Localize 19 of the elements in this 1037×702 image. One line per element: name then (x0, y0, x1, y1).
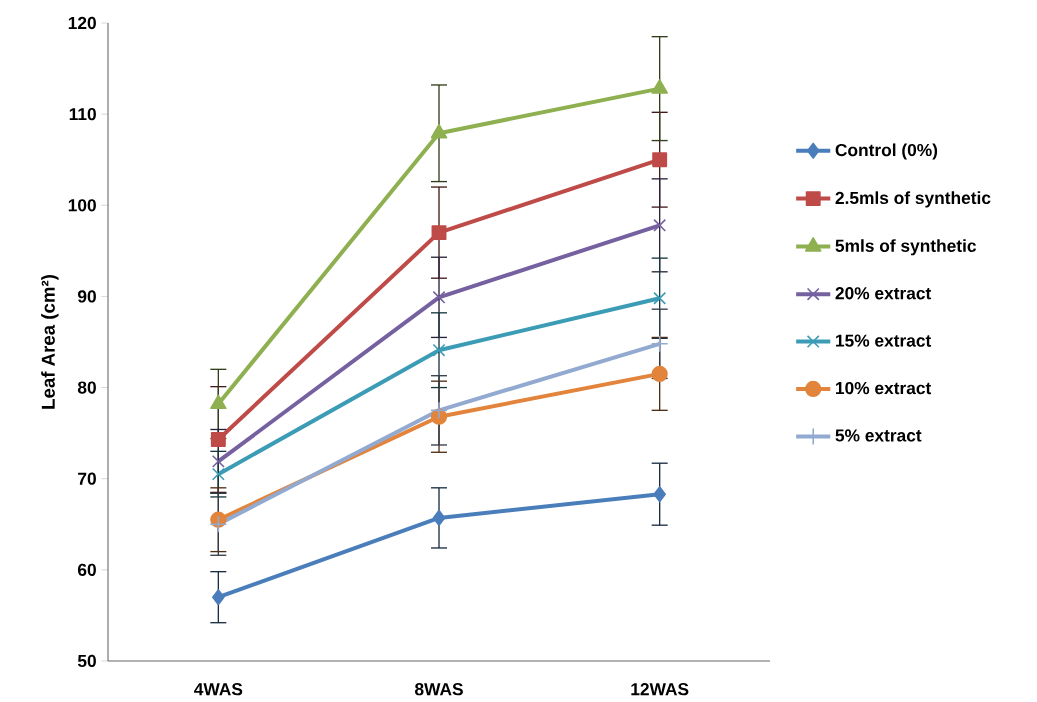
y-tick-label: 50 (77, 654, 96, 668)
legend-label: 10% extract (836, 381, 932, 395)
legend-label: 5% extract (835, 429, 922, 442)
legend-label: Control (0%) (835, 143, 938, 160)
legend-label: 2.5mls of synthetic (835, 191, 991, 208)
x-tick-label: 12WAS (631, 683, 689, 696)
y-tick-label: 70 (78, 472, 96, 485)
legend-label: 15% extract (836, 334, 932, 347)
y-axis-title: Leaf Area (cm²) (41, 275, 59, 409)
legend-label: 5mls of synthetic (835, 239, 977, 256)
x-tick-label: 4WAS (194, 683, 243, 696)
x-tick-label: 8WAS (414, 683, 463, 696)
y-tick-label: 120 (68, 16, 96, 30)
y-tick-label: 100 (68, 199, 96, 212)
y-tick-label: 90 (77, 290, 96, 303)
y-tick-label: 110 (69, 108, 96, 121)
y-tick-label: 60 (77, 563, 96, 576)
y-tick-label: 80 (77, 381, 96, 394)
legend-label: 20% extract (835, 287, 932, 300)
